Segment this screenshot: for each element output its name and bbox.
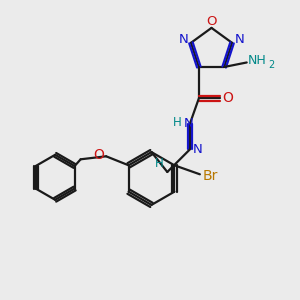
Text: N: N: [178, 33, 188, 46]
Text: O: O: [222, 92, 233, 106]
Text: O: O: [206, 15, 217, 28]
Text: N: N: [192, 143, 202, 156]
Text: O: O: [93, 148, 104, 162]
Text: N: N: [235, 33, 244, 46]
Text: Br: Br: [203, 169, 218, 183]
Text: 2: 2: [268, 61, 274, 70]
Text: NH: NH: [248, 55, 267, 68]
Text: H: H: [154, 157, 163, 170]
Text: H: H: [173, 116, 182, 129]
Text: N: N: [183, 118, 193, 130]
